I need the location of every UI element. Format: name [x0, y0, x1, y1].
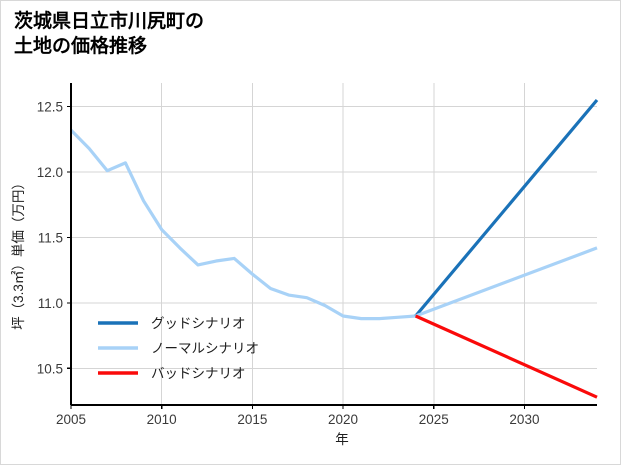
series-group	[69, 98, 599, 399]
legend-label-1: ノーマルシナリオ	[151, 341, 259, 356]
y-axis-title: 坪（3.3㎡）単価（万円）	[11, 176, 26, 330]
gridlines-group	[70, 83, 597, 405]
y-tick-label-2: 11.5	[38, 230, 63, 245]
axis-spines-group	[70, 83, 597, 406]
chart-title: 茨城県日立市川尻町の 土地の価格推移	[14, 11, 205, 58]
y-tick-label-0: 10.5	[37, 361, 63, 376]
x-tick-label-5: 2030	[509, 412, 539, 427]
series-line-1	[414, 98, 599, 318]
series-line-3	[414, 314, 598, 399]
x-tick-labels-group: 2005 2010 2015 2020 2025 2030	[56, 412, 539, 427]
y-tick-labels-group: 10.5 11.0 11.5 12.0 12.5	[37, 100, 63, 377]
y-tick-label-4: 12.5	[37, 100, 63, 115]
x-tick-label-0: 2005	[56, 412, 86, 427]
legend-label-2: バッドシナリオ	[151, 366, 246, 381]
axis-ticks-group	[67, 105, 526, 409]
series-line-2	[415, 246, 598, 318]
y-tick-label-3: 12.0	[37, 165, 63, 180]
x-tick-label-4: 2025	[419, 412, 449, 427]
legend-label-0: グッドシナリオ	[151, 316, 246, 331]
y-tick-label-1: 11.0	[38, 296, 63, 311]
x-axis-title: 年	[335, 432, 349, 447]
x-tick-label-1: 2010	[147, 412, 177, 427]
x-tick-label-3: 2020	[328, 412, 358, 427]
x-tick-label-2: 2015	[237, 412, 267, 427]
series-line-0	[69, 128, 416, 321]
